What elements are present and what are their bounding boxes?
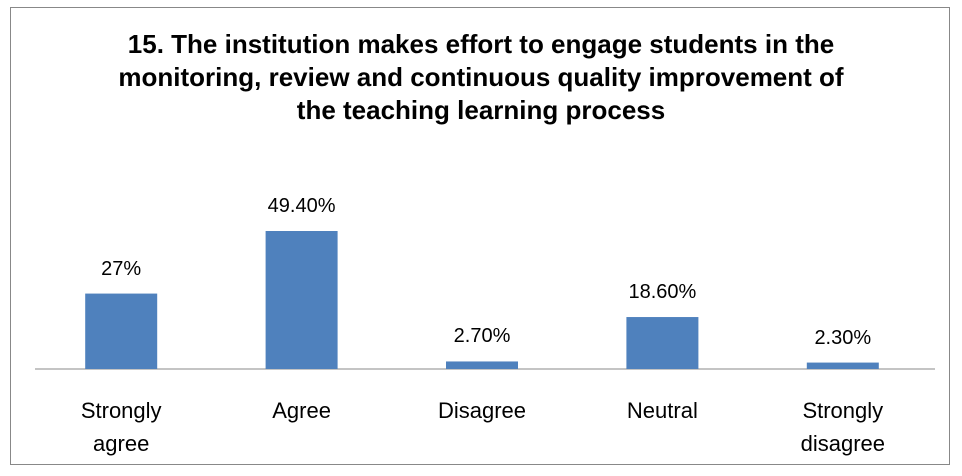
value-label: 27% [101,257,142,280]
bar [806,362,879,369]
chart-title: 15. The institution makes effort to enga… [118,29,844,125]
value-label: 2.70% [453,325,511,348]
x-tick-label: Disagree [437,398,527,423]
x-tick-label: Agree [272,398,331,423]
x-tick-label: Strongly disagree [800,398,885,456]
bar [85,293,158,369]
bar [265,231,338,369]
x-tick-label: Neutral [626,398,698,423]
bar [446,361,518,369]
value-label: 49.40% [267,195,336,217]
value-label: 2.30% [814,326,872,349]
value-label: 18.60% [628,281,697,304]
x-tick-label: Strongly agree [80,398,162,456]
bar [626,317,699,369]
chart-frame [10,7,950,465]
